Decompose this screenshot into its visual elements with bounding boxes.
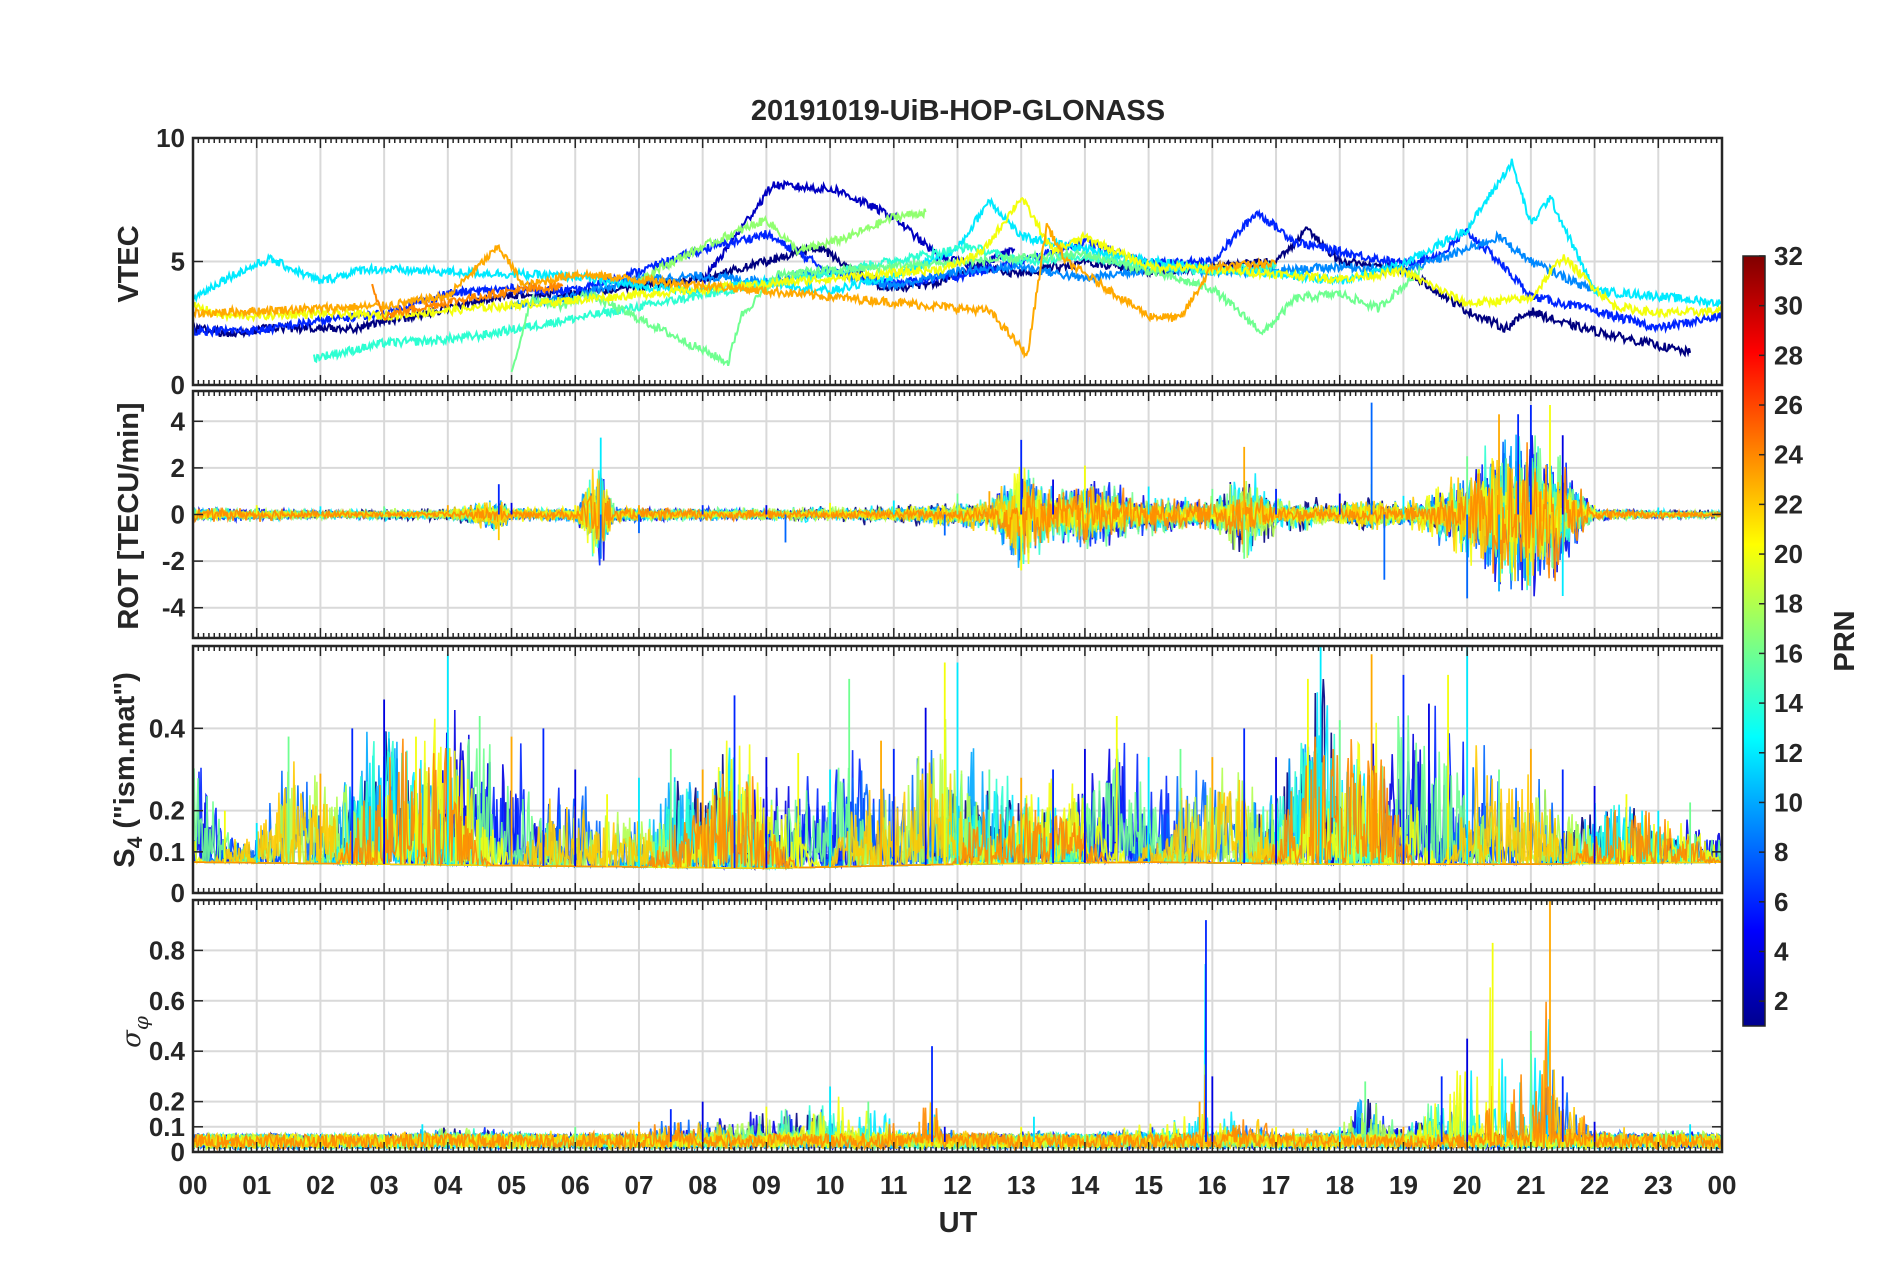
y-tick-label: 0 [171, 1137, 185, 1167]
colorbar-tick-label: 20 [1774, 539, 1803, 569]
x-tick-label: 14 [1070, 1170, 1099, 1200]
vtec-series-line [193, 196, 1722, 323]
y-tick-label: 0 [171, 878, 185, 908]
y-tick-label: 0.1 [149, 837, 185, 867]
y-tick-label: 4 [171, 406, 186, 436]
y-tick-label: 0.1 [149, 1112, 185, 1142]
colorbar-tick-label: 4 [1774, 936, 1789, 966]
colorbar-tick-label: 24 [1774, 440, 1803, 470]
y-tick-label: 0.4 [149, 713, 186, 743]
y-tick-label: 5 [171, 247, 185, 277]
colorbar-label: PRN [1829, 610, 1861, 671]
vtec-series-line [510, 230, 1596, 310]
y-tick-label: 10 [156, 123, 185, 153]
x-tick-label: 00 [179, 1170, 208, 1200]
s4-label-main: S [109, 848, 141, 867]
colorbar-tick-label: 6 [1774, 887, 1788, 917]
x-tick-marks [192, 138, 1723, 385]
vtec-series-line [193, 222, 1277, 359]
colorbar-tick-label: 30 [1774, 291, 1803, 321]
data-lines [193, 402, 1722, 599]
sigma-symbol: σ [117, 1029, 147, 1048]
y-tick-label: -2 [162, 546, 185, 576]
colorbar-tick-label: 2 [1774, 986, 1788, 1016]
y-tick-label: 0 [171, 500, 185, 530]
s4-label-rest: ("ism.mat") [109, 672, 141, 836]
x-tick-label: 19 [1389, 1170, 1418, 1200]
colorbar-tick-label: 32 [1774, 241, 1803, 271]
y-tick-label: 0.2 [149, 796, 185, 826]
x-tick-label: 17 [1262, 1170, 1291, 1200]
sigma-phi-y-axis-label: σφ [117, 1016, 153, 1048]
x-tick-label: 16 [1198, 1170, 1227, 1200]
vtec-series-line [510, 248, 1423, 373]
x-tick-label: 18 [1325, 1170, 1354, 1200]
x-tick-marks [192, 900, 1723, 1152]
colorbar-tick-label: 28 [1774, 340, 1803, 370]
vtec-series-line [371, 281, 564, 322]
colorbar-tick-label: 16 [1774, 638, 1803, 668]
s4-panel: 0 0.1 0.2 0.4 [149, 644, 1724, 908]
x-tick-label: 13 [1007, 1170, 1036, 1200]
colorbar-gradient [1742, 255, 1766, 1027]
x-tick-label: 12 [943, 1170, 972, 1200]
s4-label-subscript: 4 [124, 836, 147, 848]
x-tick-label: 11 [880, 1170, 908, 1200]
x-tick-label: 06 [561, 1170, 590, 1200]
x-tick-label: 05 [497, 1170, 526, 1200]
x-tick-labels: 00 01 02 03 04 05 06 07 08 09 10 11 12 13 14 15 16 17 18 19… [179, 1170, 1737, 1200]
y-tick-label: 0.4 [149, 1036, 186, 1066]
x-tick-label: 01 [242, 1170, 271, 1200]
x-tick-label: 22 [1580, 1170, 1609, 1200]
y-tick-label: 0.2 [149, 1087, 185, 1117]
y-tick-label: 0.8 [149, 935, 185, 965]
x-tick-marks [192, 391, 1723, 638]
x-tick-label: 20 [1453, 1170, 1482, 1200]
s4-y-axis-label: S4 ("ism.mat") [109, 672, 147, 868]
x-tick-label: 15 [1134, 1170, 1163, 1200]
x-tick-label: 21 [1516, 1170, 1545, 1200]
phi-subscript: φ [129, 1016, 153, 1030]
y-tick-label: 0.6 [149, 986, 185, 1016]
y-tick-label: 2 [171, 453, 185, 483]
vtec-y-axis-label: VTEC [113, 225, 145, 302]
data-lines [193, 646, 1722, 872]
colorbar-tick-label: 12 [1774, 738, 1803, 768]
x-tick-label: 02 [306, 1170, 335, 1200]
x-tick-label: 04 [433, 1170, 462, 1200]
colorbar-tick-label: 8 [1774, 837, 1788, 867]
colorbar-tick-label: 10 [1774, 787, 1803, 817]
vtec-panel: 0 5 10 [156, 123, 1724, 400]
x-tick-label: 09 [752, 1170, 781, 1200]
x-axis-label: UT [939, 1207, 978, 1239]
rot-panel: -4 -2 0 2 4 [162, 389, 1724, 640]
x-tick-label: 03 [370, 1170, 399, 1200]
colorbar-tick-label: 26 [1774, 390, 1803, 420]
x-tick-label: 10 [816, 1170, 845, 1200]
x-tick-label: 07 [624, 1170, 653, 1200]
rot-y-axis-label: ROT [TECU/min] [113, 402, 145, 629]
x-tick-label: 00 [1708, 1170, 1737, 1200]
data-lines [193, 158, 1722, 373]
vtec-series-line [638, 208, 927, 283]
x-tick-label: 23 [1644, 1170, 1673, 1200]
x-tick-label: 08 [688, 1170, 717, 1200]
sigma-phi-panel: 00.10.2 0.4 0.6 0.8 [149, 898, 1724, 1167]
x-tick-marks [192, 646, 1723, 893]
colorbar-tick-label: 22 [1774, 489, 1803, 519]
y-tick-label: -4 [162, 593, 186, 623]
colorbar-tick-label: 14 [1774, 688, 1803, 718]
y-tick-label: 0 [171, 370, 185, 400]
colorbar-tick-label: 18 [1774, 589, 1803, 619]
chart-title: 20191019-UiB-HOP-GLONASS [751, 95, 1165, 127]
